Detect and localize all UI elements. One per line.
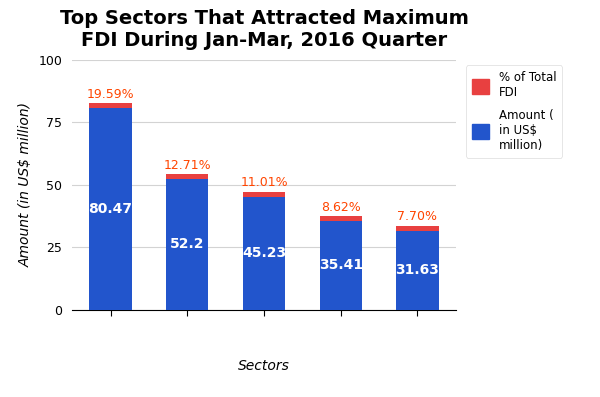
Bar xyxy=(243,191,285,197)
X-axis label: Sectors: Sectors xyxy=(238,359,290,373)
Text: 35.41: 35.41 xyxy=(319,258,363,272)
Text: 31.63: 31.63 xyxy=(395,263,439,277)
Bar xyxy=(166,179,208,310)
Bar xyxy=(89,108,131,310)
Legend: % of Total
FDI, Amount (
in US$
million): % of Total FDI, Amount ( in US$ million) xyxy=(466,66,562,158)
Text: 12.71%: 12.71% xyxy=(163,158,211,172)
Text: 11.01%: 11.01% xyxy=(240,176,288,189)
Text: 80.47: 80.47 xyxy=(89,202,133,216)
Text: 52.2: 52.2 xyxy=(170,237,205,251)
Bar xyxy=(89,103,131,108)
Bar xyxy=(397,231,439,310)
Text: 45.23: 45.23 xyxy=(242,246,286,260)
Bar xyxy=(243,197,285,310)
Bar xyxy=(397,225,439,231)
Title: Top Sectors That Attracted Maximum
FDI During Jan-Mar, 2016 Quarter: Top Sectors That Attracted Maximum FDI D… xyxy=(59,9,469,50)
Text: 8.62%: 8.62% xyxy=(321,200,361,214)
Bar xyxy=(166,174,208,179)
Bar xyxy=(320,221,362,310)
Text: 19.59%: 19.59% xyxy=(87,88,134,101)
Bar xyxy=(320,216,362,221)
Text: 7.70%: 7.70% xyxy=(397,210,437,223)
Y-axis label: Amount (in US$ million): Amount (in US$ million) xyxy=(19,102,33,267)
